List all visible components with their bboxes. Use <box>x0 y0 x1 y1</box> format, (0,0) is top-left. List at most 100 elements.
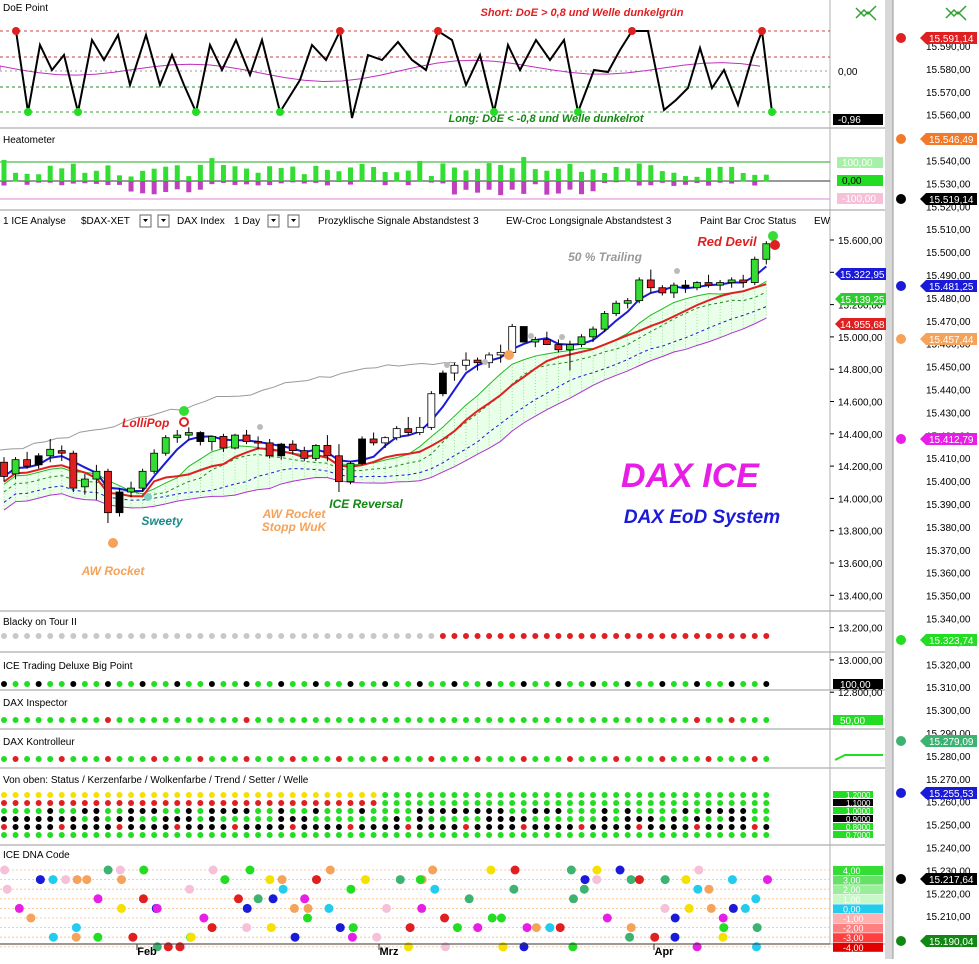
status-dot <box>567 808 573 814</box>
status-dot <box>163 800 169 806</box>
dot <box>682 756 688 762</box>
status-dot <box>706 792 712 798</box>
dna-dot <box>49 875 58 884</box>
dot <box>671 633 677 639</box>
dot <box>348 717 354 723</box>
status-dot <box>636 824 642 830</box>
status-dot <box>752 816 758 822</box>
status-dot <box>93 824 99 830</box>
level-badge-text: 15.217,64 <box>929 875 974 886</box>
status-dot <box>267 816 273 822</box>
status-dot <box>394 832 400 838</box>
dot <box>244 633 250 639</box>
dot <box>220 756 226 762</box>
x-axis-label: Apr <box>655 946 675 958</box>
status-dot <box>244 800 250 806</box>
dot <box>209 756 215 762</box>
status-dot <box>336 832 342 838</box>
dot <box>93 717 99 723</box>
dot <box>209 681 215 687</box>
dot <box>532 681 538 687</box>
status-dot <box>428 800 434 806</box>
heatometer-bar <box>163 181 168 192</box>
dot <box>659 756 665 762</box>
dot <box>290 681 296 687</box>
right-axis-tick-label: 15.250,00 <box>926 821 971 832</box>
dot <box>290 717 296 723</box>
status-dot <box>47 808 53 814</box>
status-dot <box>174 816 180 822</box>
right-axis-tick-label: 15.400,00 <box>926 477 971 488</box>
right-axis-tick-label: 15.440,00 <box>926 386 971 397</box>
status-dot <box>117 808 123 814</box>
dot <box>509 633 515 639</box>
heatometer-bar <box>2 160 7 181</box>
dot <box>682 717 688 723</box>
dot <box>706 756 712 762</box>
dot <box>82 717 88 723</box>
dot <box>382 633 388 639</box>
dna-dot <box>267 923 276 932</box>
status-dot <box>359 792 365 798</box>
title-dax-ice: DAX ICE <box>621 457 760 495</box>
status-dot <box>486 824 492 830</box>
dot <box>140 717 146 723</box>
status-dot <box>290 792 296 798</box>
status-dot <box>220 816 226 822</box>
heatometer-bar <box>256 173 261 181</box>
status-dot <box>324 832 330 838</box>
status-dot <box>532 800 538 806</box>
dot <box>324 681 330 687</box>
status-dot <box>301 816 307 822</box>
dot <box>267 717 273 723</box>
status-dot <box>278 800 284 806</box>
dot <box>717 633 723 639</box>
status-dot <box>348 816 354 822</box>
dot <box>671 681 677 687</box>
x-axis-label: Feb <box>137 946 157 958</box>
status-dot <box>613 824 619 830</box>
dot <box>36 633 42 639</box>
dna-scale-text: 3,00 <box>843 876 861 886</box>
dot <box>336 633 342 639</box>
heatometer-bar <box>129 176 134 181</box>
splitter-bar[interactable] <box>885 0 893 959</box>
status-dot <box>36 808 42 814</box>
status-dot <box>763 816 769 822</box>
candle-body <box>601 314 608 330</box>
status-dot <box>521 808 527 814</box>
heatometer-bar <box>579 172 584 181</box>
dot <box>359 681 365 687</box>
heatometer-bar <box>475 169 480 181</box>
heatometer-bar <box>175 165 180 181</box>
status-dot <box>729 824 735 830</box>
status-dot <box>659 832 665 838</box>
dot <box>163 717 169 723</box>
status-dot <box>740 808 746 814</box>
heatometer-bar <box>25 174 30 181</box>
heatometer-bar <box>752 175 757 181</box>
heatometer-bar <box>764 175 769 181</box>
dot <box>336 717 342 723</box>
dot <box>625 717 631 723</box>
status-dot <box>544 816 550 822</box>
status-dot <box>671 832 677 838</box>
x-axis-label: Mrz <box>380 946 399 958</box>
dna-dot <box>417 904 426 913</box>
dot <box>706 681 712 687</box>
status-dot <box>174 800 180 806</box>
status-dot <box>579 816 585 822</box>
dna-dot <box>707 904 716 913</box>
dot <box>128 756 134 762</box>
status-dot <box>521 792 527 798</box>
status-dot <box>47 816 53 822</box>
dna-dot <box>430 885 439 894</box>
dot <box>475 633 481 639</box>
status-dot <box>740 816 746 822</box>
dna-dot <box>269 894 278 903</box>
status-dot <box>70 832 76 838</box>
dot <box>498 756 504 762</box>
status-dot <box>544 792 550 798</box>
status-dot <box>498 800 504 806</box>
status-dot <box>267 824 273 830</box>
